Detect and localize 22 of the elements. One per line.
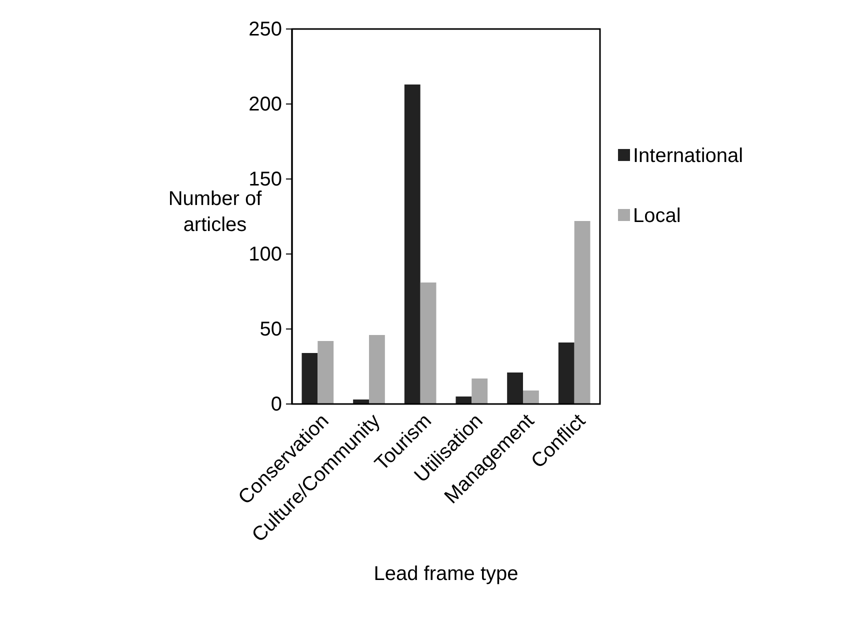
bar [353, 400, 369, 404]
legend-label: International [633, 145, 744, 167]
bar [369, 335, 385, 404]
bar [507, 372, 523, 404]
bar [558, 342, 574, 404]
y-tick-label: 250 [248, 18, 282, 40]
legend-label: Local [633, 205, 681, 227]
bar [523, 390, 539, 404]
x-axis-title: Lead frame type [374, 563, 518, 585]
y-tick-label: 200 [248, 93, 282, 116]
bar [302, 353, 318, 404]
bar [404, 84, 420, 404]
y-axis-title: Number of articles [168, 188, 262, 236]
y-tick-label: 100 [248, 243, 282, 266]
y-tick-label: 50 [260, 318, 282, 340]
bar [472, 378, 488, 404]
bar [420, 282, 436, 404]
y-tick-label: 0 [270, 393, 282, 416]
bar [574, 221, 590, 404]
bar [318, 341, 334, 404]
bar [456, 396, 472, 404]
y-tick-label: 150 [248, 168, 282, 190]
